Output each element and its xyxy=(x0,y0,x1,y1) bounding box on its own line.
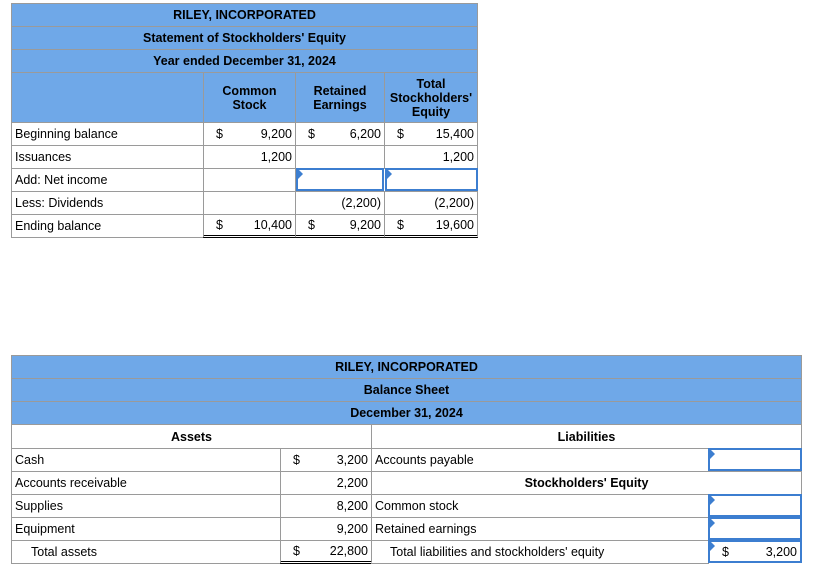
equity-header: Stockholders' Equity xyxy=(371,471,802,495)
header-total-equity: Total Stockholders' Equity xyxy=(384,72,478,123)
asset-label: Equipment xyxy=(11,517,281,541)
bs-date: December 31, 2024 xyxy=(11,401,802,425)
retained-earnings-input[interactable] xyxy=(708,517,802,540)
equity-period: Year ended December 31, 2024 xyxy=(11,49,478,73)
liabilities-header: Liabilities xyxy=(371,424,802,449)
total-liabilities-equity-label: Total liabilities and stockholders' equi… xyxy=(371,540,709,564)
asset-value: $3,200 xyxy=(280,448,372,472)
cell-retained-earnings xyxy=(295,145,385,169)
total-liabilities-equity-input[interactable]: $3,200 xyxy=(708,540,802,563)
cell-total: $15,400 xyxy=(384,122,478,146)
asset-value: 8,200 xyxy=(280,494,372,518)
cell-total: (2,200) xyxy=(384,191,478,215)
cell-retained-earnings: $9,200 xyxy=(295,214,385,238)
row-label: Beginning balance xyxy=(11,122,204,146)
asset-value: 2,200 xyxy=(280,471,372,495)
row-label: Issuances xyxy=(11,145,204,169)
cell-total: $19,600 xyxy=(384,214,478,238)
equity-company: RILEY, INCORPORATED xyxy=(11,3,478,27)
cell-common-stock: $9,200 xyxy=(203,122,296,146)
asset-label: Accounts receivable xyxy=(11,471,281,495)
assets-header: Assets xyxy=(11,424,372,449)
net-income-total-input[interactable] xyxy=(385,168,478,191)
cell-common-stock: 1,200 xyxy=(203,145,296,169)
cell-retained-earnings: $6,200 xyxy=(295,122,385,146)
retained-earnings-label: Retained earnings xyxy=(371,517,709,541)
asset-label: Supplies xyxy=(11,494,281,518)
cell-total: 1,200 xyxy=(384,145,478,169)
header-blank xyxy=(11,72,204,123)
cell-common-stock: $10,400 xyxy=(203,214,296,238)
common-stock-input[interactable] xyxy=(708,494,802,517)
asset-value: 9,200 xyxy=(280,517,372,541)
header-common-stock: Common Stock xyxy=(203,72,296,123)
accounts-payable-input[interactable] xyxy=(708,448,802,471)
row-label: Add: Net income xyxy=(11,168,204,192)
asset-label: Cash xyxy=(11,448,281,472)
equity-title: Statement of Stockholders' Equity xyxy=(11,26,478,50)
total-assets-value: $22,800 xyxy=(280,540,372,564)
accounts-payable-label: Accounts payable xyxy=(371,448,709,472)
bs-company: RILEY, INCORPORATED xyxy=(11,355,802,379)
cell-common-stock xyxy=(203,191,296,215)
header-retained-earnings: Retained Earnings xyxy=(295,72,385,123)
cell-common-stock xyxy=(203,168,296,192)
common-stock-label: Common stock xyxy=(371,494,709,518)
cell-retained-earnings: (2,200) xyxy=(295,191,385,215)
row-label: Less: Dividends xyxy=(11,191,204,215)
total-assets-label: Total assets xyxy=(11,540,281,564)
row-label: Ending balance xyxy=(11,214,204,238)
net-income-retained-earnings-input[interactable] xyxy=(296,168,384,191)
bs-title: Balance Sheet xyxy=(11,378,802,402)
